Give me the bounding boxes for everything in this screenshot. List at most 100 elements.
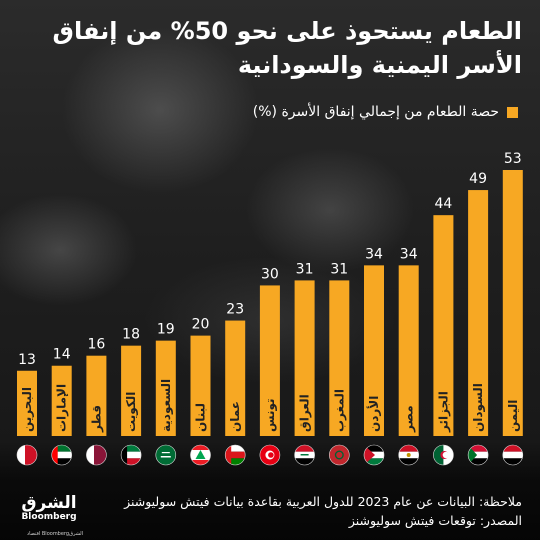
bar-13 [468,190,489,436]
bar-14 [502,170,523,436]
saudi-flag [155,445,176,465]
bar-chart: 13 البحرين 14 الإمارات 16 قطر 18 الكويت 19 السعود… [16,151,524,466]
flag-part [268,452,274,458]
value-label-6: 23 [226,302,244,318]
flag-part [468,445,489,452]
value-label-11: 34 [400,246,418,262]
flag-part [442,451,450,459]
bar-2 [86,355,107,436]
flag-part [468,445,478,465]
bar-4 [155,340,176,436]
flag-part [225,445,246,452]
value-label-14: 53 [504,151,522,167]
flag-part [398,445,419,452]
value-label-10: 34 [365,246,383,262]
category-label-3: الكويت [124,392,139,432]
flag-part [121,458,142,465]
flag-part [294,445,315,452]
flag-part [190,460,211,465]
flag-part [364,445,384,452]
value-label-13: 49 [469,171,487,187]
flag-part [225,445,232,465]
logo-sub: Bloomberg [21,511,77,522]
flag-part [51,445,58,465]
egypt-flag [398,445,419,465]
flag-part [300,454,309,456]
category-label-5: لبنان [194,403,208,432]
flag-part [51,451,72,459]
flag-part [294,458,315,465]
category-label-0: البحرين [20,387,34,432]
flag-part [51,445,72,452]
tunisia-flag [259,445,280,465]
value-label-3: 18 [122,327,140,343]
qatar-flag [86,445,107,465]
flag-part [121,445,128,465]
jordan-flag [364,445,384,465]
bar-3 [121,345,142,436]
flag-ring-0 [16,444,38,466]
flag-part [398,458,419,465]
flag-part [502,445,523,452]
oman-flag [225,445,246,465]
value-label-12: 44 [434,196,452,212]
category-label-8: العراق [298,394,312,432]
flag-part [155,445,176,465]
sudan-flag [468,445,489,465]
flag-ring-2 [86,444,107,466]
legend-swatch [507,106,518,118]
legend-label: حصة الطعام من إجمالي إنفاق الأسرة (%) [252,104,499,120]
bar-6 [225,320,246,436]
flag-part [468,451,489,459]
value-label-1: 14 [53,347,71,363]
category-label-14: اليمن [506,400,520,432]
flag-ring-10 [363,444,385,466]
flag-part [433,445,444,465]
flag-part [329,445,350,465]
flag-part [225,451,246,459]
category-label-13: السودان [471,383,486,432]
value-label-9: 31 [330,261,348,277]
value-label-7: 30 [261,266,279,282]
flag-ring-14 [502,444,524,466]
flag-part [121,445,142,452]
bar-7 [259,285,280,436]
flag-part [160,456,171,458]
bar-8 [294,280,315,436]
category-label-1: الإمارات [55,384,69,432]
flag-ring-9 [328,444,350,466]
value-label-8: 31 [296,261,314,277]
flag-ring-12 [433,444,454,466]
logo-tagline: الشرقBloomberg اقتصاد [26,531,84,537]
category-label-6: عمان [228,401,242,432]
flag-part [121,451,142,459]
flag-part [334,450,344,460]
category-label-7: تونس [263,399,278,433]
value-label-4: 19 [157,322,175,338]
flag-part [502,458,523,465]
flag-part [51,458,72,465]
category-label-10: الأردن [366,396,381,432]
category-label-12: الجزائر [436,391,450,433]
flag-part [161,452,170,454]
flag-part [364,458,384,465]
kuwait-flag [121,445,142,465]
flag-part [86,445,94,465]
category-label-9: المغرب [332,389,346,432]
flag-ring-1 [51,444,73,466]
chart-title: الطعام يستحوذ على نحو 50% من إنفاق الأسر… [52,17,522,79]
bar-0 [17,370,37,436]
flag-ring-13 [467,444,489,466]
flag-part [190,445,211,450]
flag-ring-7 [259,444,281,466]
morocco-flag [329,445,350,465]
yemen-flag [502,445,523,465]
bar-1 [51,365,72,436]
flag-part [406,453,411,457]
bar-12 [433,215,454,436]
flag-ring-4 [155,444,177,466]
bar-5 [190,335,211,436]
legend: حصة الطعام من إجمالي إنفاق الأسرة (%) [253,104,518,120]
note-text: ملاحظة: البيانات عن عام 2023 للدول العرب… [124,494,522,509]
category-label-4: السعودية [159,379,174,432]
